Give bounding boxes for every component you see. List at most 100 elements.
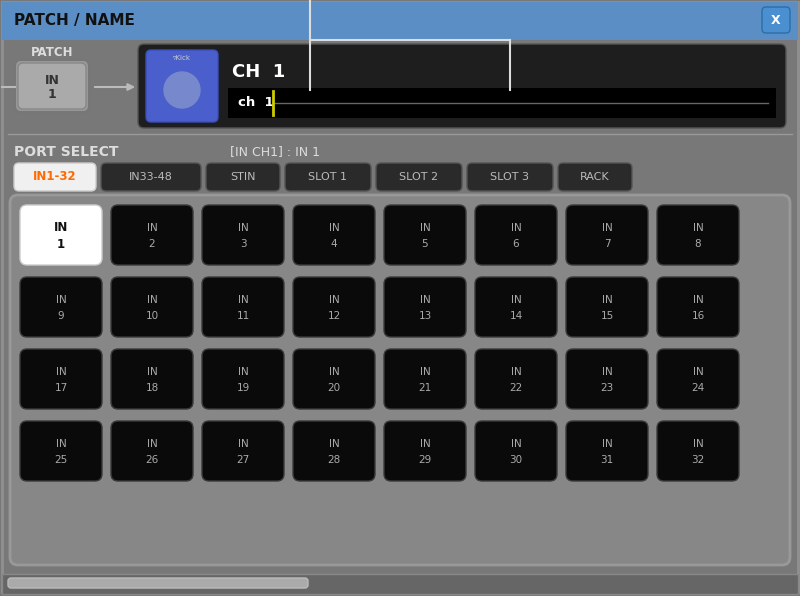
Text: 25: 25: [54, 455, 68, 465]
FancyBboxPatch shape: [475, 277, 557, 337]
Text: RACK: RACK: [580, 172, 610, 182]
Text: 28: 28: [327, 455, 341, 465]
Text: 1: 1: [57, 237, 65, 250]
Text: IN: IN: [329, 367, 339, 377]
Text: SLOT 3: SLOT 3: [490, 172, 530, 182]
Text: STIN: STIN: [230, 172, 256, 182]
Text: 13: 13: [418, 311, 432, 321]
Text: IN: IN: [238, 439, 248, 449]
Text: 32: 32: [691, 455, 705, 465]
Text: IN: IN: [420, 439, 430, 449]
FancyBboxPatch shape: [202, 349, 284, 409]
Text: 31: 31: [600, 455, 614, 465]
FancyBboxPatch shape: [384, 421, 466, 481]
Text: SLOT 2: SLOT 2: [399, 172, 438, 182]
FancyBboxPatch shape: [566, 349, 648, 409]
Text: X: X: [771, 14, 781, 26]
FancyBboxPatch shape: [8, 578, 308, 588]
Text: IN: IN: [54, 221, 68, 234]
Text: IN: IN: [602, 367, 612, 377]
Text: IN: IN: [146, 367, 158, 377]
Text: PATCH: PATCH: [30, 45, 74, 58]
Text: 4: 4: [330, 239, 338, 249]
FancyBboxPatch shape: [566, 205, 648, 265]
Text: 24: 24: [691, 383, 705, 393]
Text: IN: IN: [602, 439, 612, 449]
FancyBboxPatch shape: [558, 163, 632, 191]
Text: 7: 7: [604, 239, 610, 249]
FancyBboxPatch shape: [293, 277, 375, 337]
Text: IN: IN: [238, 295, 248, 305]
FancyBboxPatch shape: [762, 7, 790, 33]
FancyBboxPatch shape: [101, 163, 201, 191]
Text: 9: 9: [58, 311, 64, 321]
FancyBboxPatch shape: [384, 205, 466, 265]
Text: IN: IN: [329, 439, 339, 449]
FancyBboxPatch shape: [384, 277, 466, 337]
FancyBboxPatch shape: [657, 421, 739, 481]
FancyBboxPatch shape: [202, 421, 284, 481]
Text: IN: IN: [56, 439, 66, 449]
Text: IN: IN: [420, 367, 430, 377]
Text: 18: 18: [146, 383, 158, 393]
FancyBboxPatch shape: [376, 163, 462, 191]
Text: 11: 11: [236, 311, 250, 321]
Text: PORT SELECT: PORT SELECT: [14, 145, 118, 159]
Text: IN: IN: [56, 295, 66, 305]
FancyBboxPatch shape: [285, 163, 371, 191]
FancyBboxPatch shape: [657, 349, 739, 409]
FancyBboxPatch shape: [111, 205, 193, 265]
Text: IN: IN: [329, 295, 339, 305]
Text: 1: 1: [48, 88, 56, 101]
FancyBboxPatch shape: [566, 277, 648, 337]
FancyBboxPatch shape: [111, 349, 193, 409]
Text: 27: 27: [236, 455, 250, 465]
Text: 12: 12: [327, 311, 341, 321]
Text: 16: 16: [691, 311, 705, 321]
FancyBboxPatch shape: [15, 60, 89, 112]
FancyBboxPatch shape: [10, 195, 790, 565]
Text: IN: IN: [510, 223, 522, 233]
Text: 2: 2: [149, 239, 155, 249]
Text: IN33-48: IN33-48: [129, 172, 173, 182]
Text: 14: 14: [510, 311, 522, 321]
FancyBboxPatch shape: [293, 205, 375, 265]
FancyBboxPatch shape: [20, 205, 102, 265]
Text: 26: 26: [146, 455, 158, 465]
Text: 3: 3: [240, 239, 246, 249]
Text: 17: 17: [54, 383, 68, 393]
Text: IN: IN: [693, 439, 703, 449]
Text: IN: IN: [238, 367, 248, 377]
FancyBboxPatch shape: [467, 163, 553, 191]
FancyBboxPatch shape: [293, 349, 375, 409]
Text: IN: IN: [329, 223, 339, 233]
Text: 5: 5: [422, 239, 428, 249]
Text: 6: 6: [513, 239, 519, 249]
Text: ch  1: ch 1: [238, 97, 274, 110]
Circle shape: [164, 72, 200, 108]
Text: IN: IN: [420, 223, 430, 233]
Text: IN: IN: [510, 295, 522, 305]
Text: IN: IN: [420, 295, 430, 305]
FancyBboxPatch shape: [657, 205, 739, 265]
Text: 23: 23: [600, 383, 614, 393]
Text: IN: IN: [510, 439, 522, 449]
Text: IN: IN: [602, 223, 612, 233]
Text: IN: IN: [45, 74, 59, 88]
Text: IN: IN: [146, 295, 158, 305]
Bar: [2, 2, 798, 40]
Text: IN: IN: [693, 367, 703, 377]
FancyBboxPatch shape: [20, 421, 102, 481]
Text: PATCH / NAME: PATCH / NAME: [14, 14, 135, 29]
Text: 10: 10: [146, 311, 158, 321]
FancyBboxPatch shape: [146, 50, 218, 122]
Text: IN: IN: [146, 439, 158, 449]
FancyBboxPatch shape: [475, 205, 557, 265]
FancyBboxPatch shape: [293, 421, 375, 481]
FancyBboxPatch shape: [206, 163, 280, 191]
Text: IN: IN: [146, 223, 158, 233]
FancyBboxPatch shape: [20, 277, 102, 337]
Text: IN: IN: [56, 367, 66, 377]
Text: IN: IN: [693, 223, 703, 233]
Text: 15: 15: [600, 311, 614, 321]
